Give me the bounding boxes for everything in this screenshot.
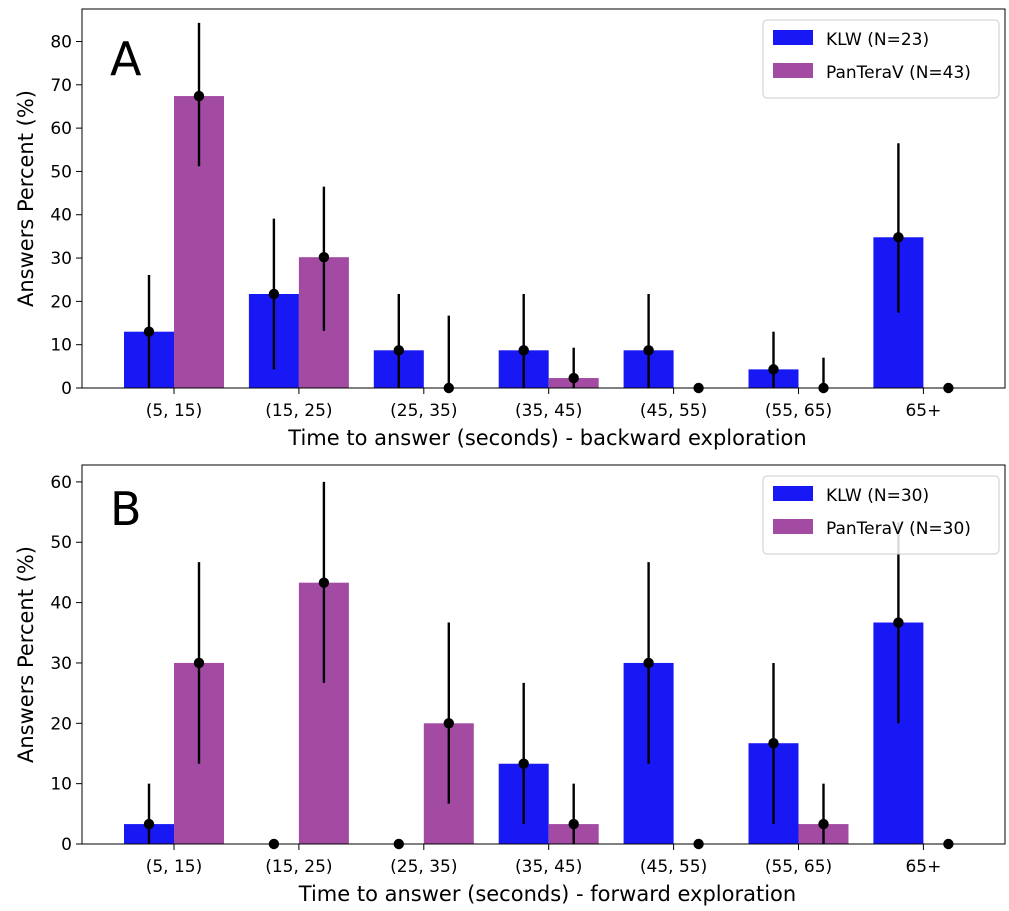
y-tick-label: 20 [50,714,72,734]
axes-frame [81,8,1006,389]
x-tick-label: (35, 45) [515,857,582,877]
y-axis-label: Answers Percent (%) [14,546,38,763]
legend-swatch [773,519,813,534]
x-tick-label: (5, 15) [146,401,203,421]
x-tick-label: (45, 55) [640,857,707,877]
point-marker [818,818,829,830]
point-marker [143,818,155,830]
y-tick-label: 70 [50,76,72,96]
point-marker [268,288,280,300]
panel-letter: B [110,482,142,536]
legend-swatch [773,63,813,78]
y-tick-label: 60 [50,473,72,493]
x-tick-label: (5, 15) [146,857,203,877]
x-axis-label: Time to answer (seconds) - backward expl… [287,426,806,450]
x-tick-label: (25, 35) [390,401,457,421]
legend-label: KLW (N=23) [826,30,929,50]
x-axis-label: Time to answer (seconds) - forward explo… [298,882,796,906]
point-marker [193,657,205,669]
y-tick-label: 0 [61,379,72,399]
axes-frame [81,464,1006,845]
y-tick-label: 50 [50,533,72,553]
y-tick-label: 30 [50,654,72,674]
y-tick-label: 40 [50,206,72,226]
legend-swatch [773,30,813,45]
legend-label: KLW (N=30) [826,486,929,506]
y-tick-label: 30 [50,249,72,269]
point-marker [143,326,155,337]
point-marker [393,345,404,356]
y-tick-label: 80 [50,32,72,52]
point-marker [318,577,330,588]
x-tick-label: (25, 35) [390,857,457,877]
point-marker [768,738,779,749]
y-tick-label: 50 [50,162,72,182]
legend-box [762,19,1000,99]
x-tick-label: (15, 25) [265,401,332,421]
point-marker [568,818,579,830]
y-tick-label: 10 [50,336,72,356]
point-marker [893,232,904,243]
y-tick-label: 0 [61,835,72,855]
x-tick-label: (55, 65) [765,857,832,877]
point-marker [518,345,529,356]
point-marker [893,617,904,628]
point-marker [443,718,454,729]
y-tick-label: 20 [50,292,72,312]
point-marker [518,758,529,769]
legend-box [762,475,1000,555]
y-tick-label: 10 [50,775,72,795]
legend-label: PanTeraV (N=30) [826,519,971,539]
point-marker [643,657,654,669]
x-tick-label: 65+ [905,857,941,877]
panel-b: 0 10 20 30 40 50 60 (5, 15) (15, 25) (25, 35) (35,… [14,464,1006,906]
point-marker [318,251,330,263]
panel-letter: A [110,32,142,86]
x-tick-label: (35, 45) [515,401,582,421]
x-tick-label: (15, 25) [265,857,332,877]
point-marker [768,364,779,375]
x-tick-label: (45, 55) [640,401,707,421]
point-marker [193,90,205,102]
x-tick-label: 65+ [905,401,941,421]
legend-swatch [773,486,813,501]
y-tick-label: 40 [50,594,72,614]
point-marker [568,372,579,384]
x-tick-label: (55, 65) [765,401,832,421]
y-tick-label: 60 [50,119,72,139]
panel-a: 0 10 20 30 40 50 60 70 80 (5, 15) (15, 25) (25, 35)… [14,8,1006,450]
y-axis-label: Answers Percent (%) [14,90,38,307]
point-marker [643,345,654,356]
legend-label: PanTeraV (N=43) [826,63,971,83]
